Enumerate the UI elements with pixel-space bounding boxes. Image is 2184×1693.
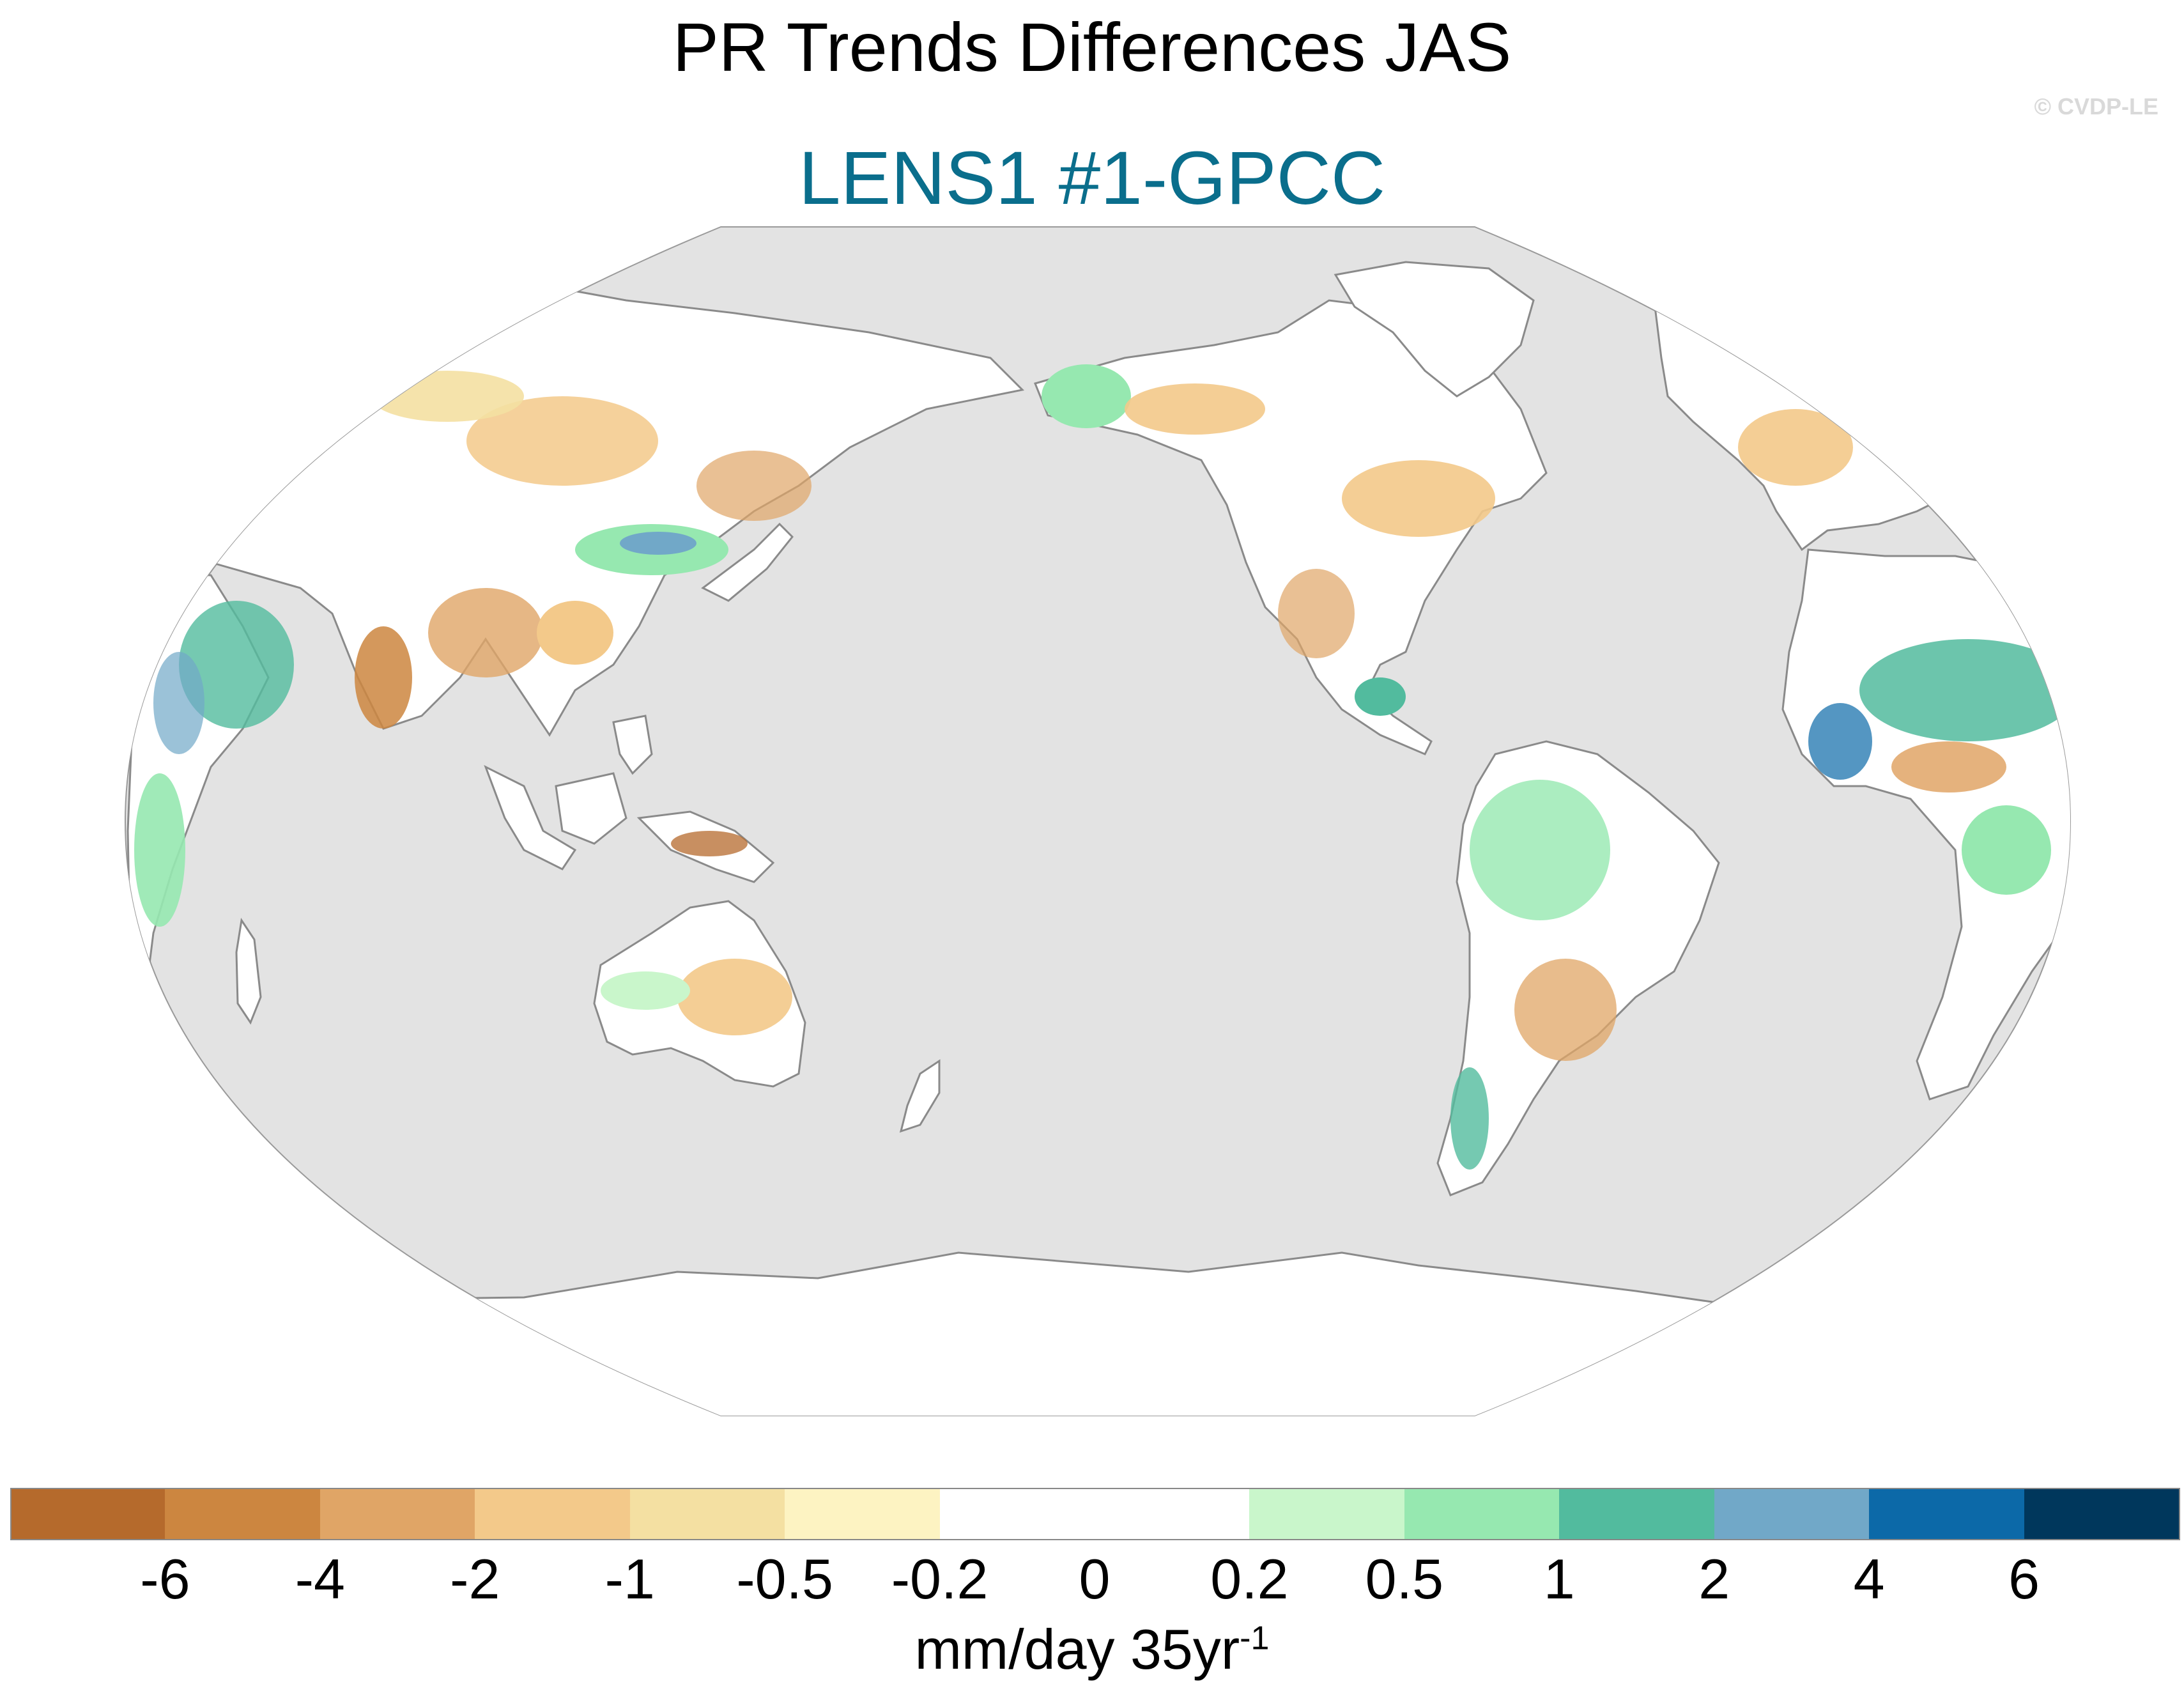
colorbar-swatch <box>10 1488 167 1540</box>
colorbar-swatch <box>1559 1488 1715 1540</box>
colorbar-tick-label: -0.2 <box>891 1547 988 1611</box>
units-superscript: -1 <box>1240 1620 1270 1657</box>
landmass-new-zealand <box>899 1059 941 1133</box>
landmass-madagascar <box>235 917 262 1025</box>
colorbar-swatch <box>785 1488 941 1540</box>
colorbar-tick-label: 2 <box>1698 1547 1730 1611</box>
colorbar-swatch <box>165 1488 321 1540</box>
colorbar-swatch <box>629 1488 785 1540</box>
plot-title: PR Trends Differences JAS <box>672 8 1512 86</box>
plot-subtitle: LENS1 #1-GPCC <box>798 136 1386 220</box>
colorbar-swatch <box>1404 1488 1560 1540</box>
land-layer <box>125 261 2070 1416</box>
colorbar-swatch <box>1869 1488 2025 1540</box>
colorbar-tick-label: 1 <box>1543 1547 1575 1611</box>
world-map <box>124 226 2072 1416</box>
colorbar-swatch <box>319 1488 475 1540</box>
anomaly-patches <box>134 364 2070 1170</box>
colorbar-swatch <box>1714 1488 1870 1540</box>
colorbar-swatch <box>939 1488 1095 1540</box>
colorbar-tick-label: -1 <box>604 1547 655 1611</box>
colorbar-tick-label: -4 <box>295 1547 345 1611</box>
credit-watermark: © CVDP-LE <box>2034 93 2158 120</box>
colorbar-tick-label: 4 <box>1853 1547 1885 1611</box>
colorbar-swatch <box>475 1488 631 1540</box>
colorbar-tick-label: -2 <box>450 1547 500 1611</box>
colorbar-tick-label: 0.5 <box>1365 1547 1444 1611</box>
colorbar-swatch <box>2024 1488 2181 1540</box>
landmass-greenland <box>1334 261 1535 398</box>
colorbar-tick-label: -0.5 <box>736 1547 833 1611</box>
colorbar-tick-label: 0 <box>1079 1547 1111 1611</box>
colorbar-swatch <box>1249 1488 1405 1540</box>
colorbar-tick-label: -6 <box>140 1547 190 1611</box>
colorbar-tick-label: 0.2 <box>1210 1547 1289 1611</box>
colorbar-units: mm/day 35yr-1 <box>0 1617 2184 1682</box>
units-text: mm/day 35yr <box>914 1618 1240 1681</box>
landmass-antarctica <box>125 1251 2070 1416</box>
colorbar-tick-label: 6 <box>2008 1547 2040 1611</box>
colorbar-swatch <box>1095 1488 1250 1540</box>
landmass-japan <box>701 522 794 602</box>
